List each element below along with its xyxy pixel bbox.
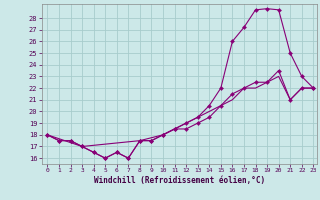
X-axis label: Windchill (Refroidissement éolien,°C): Windchill (Refroidissement éolien,°C): [94, 176, 265, 185]
